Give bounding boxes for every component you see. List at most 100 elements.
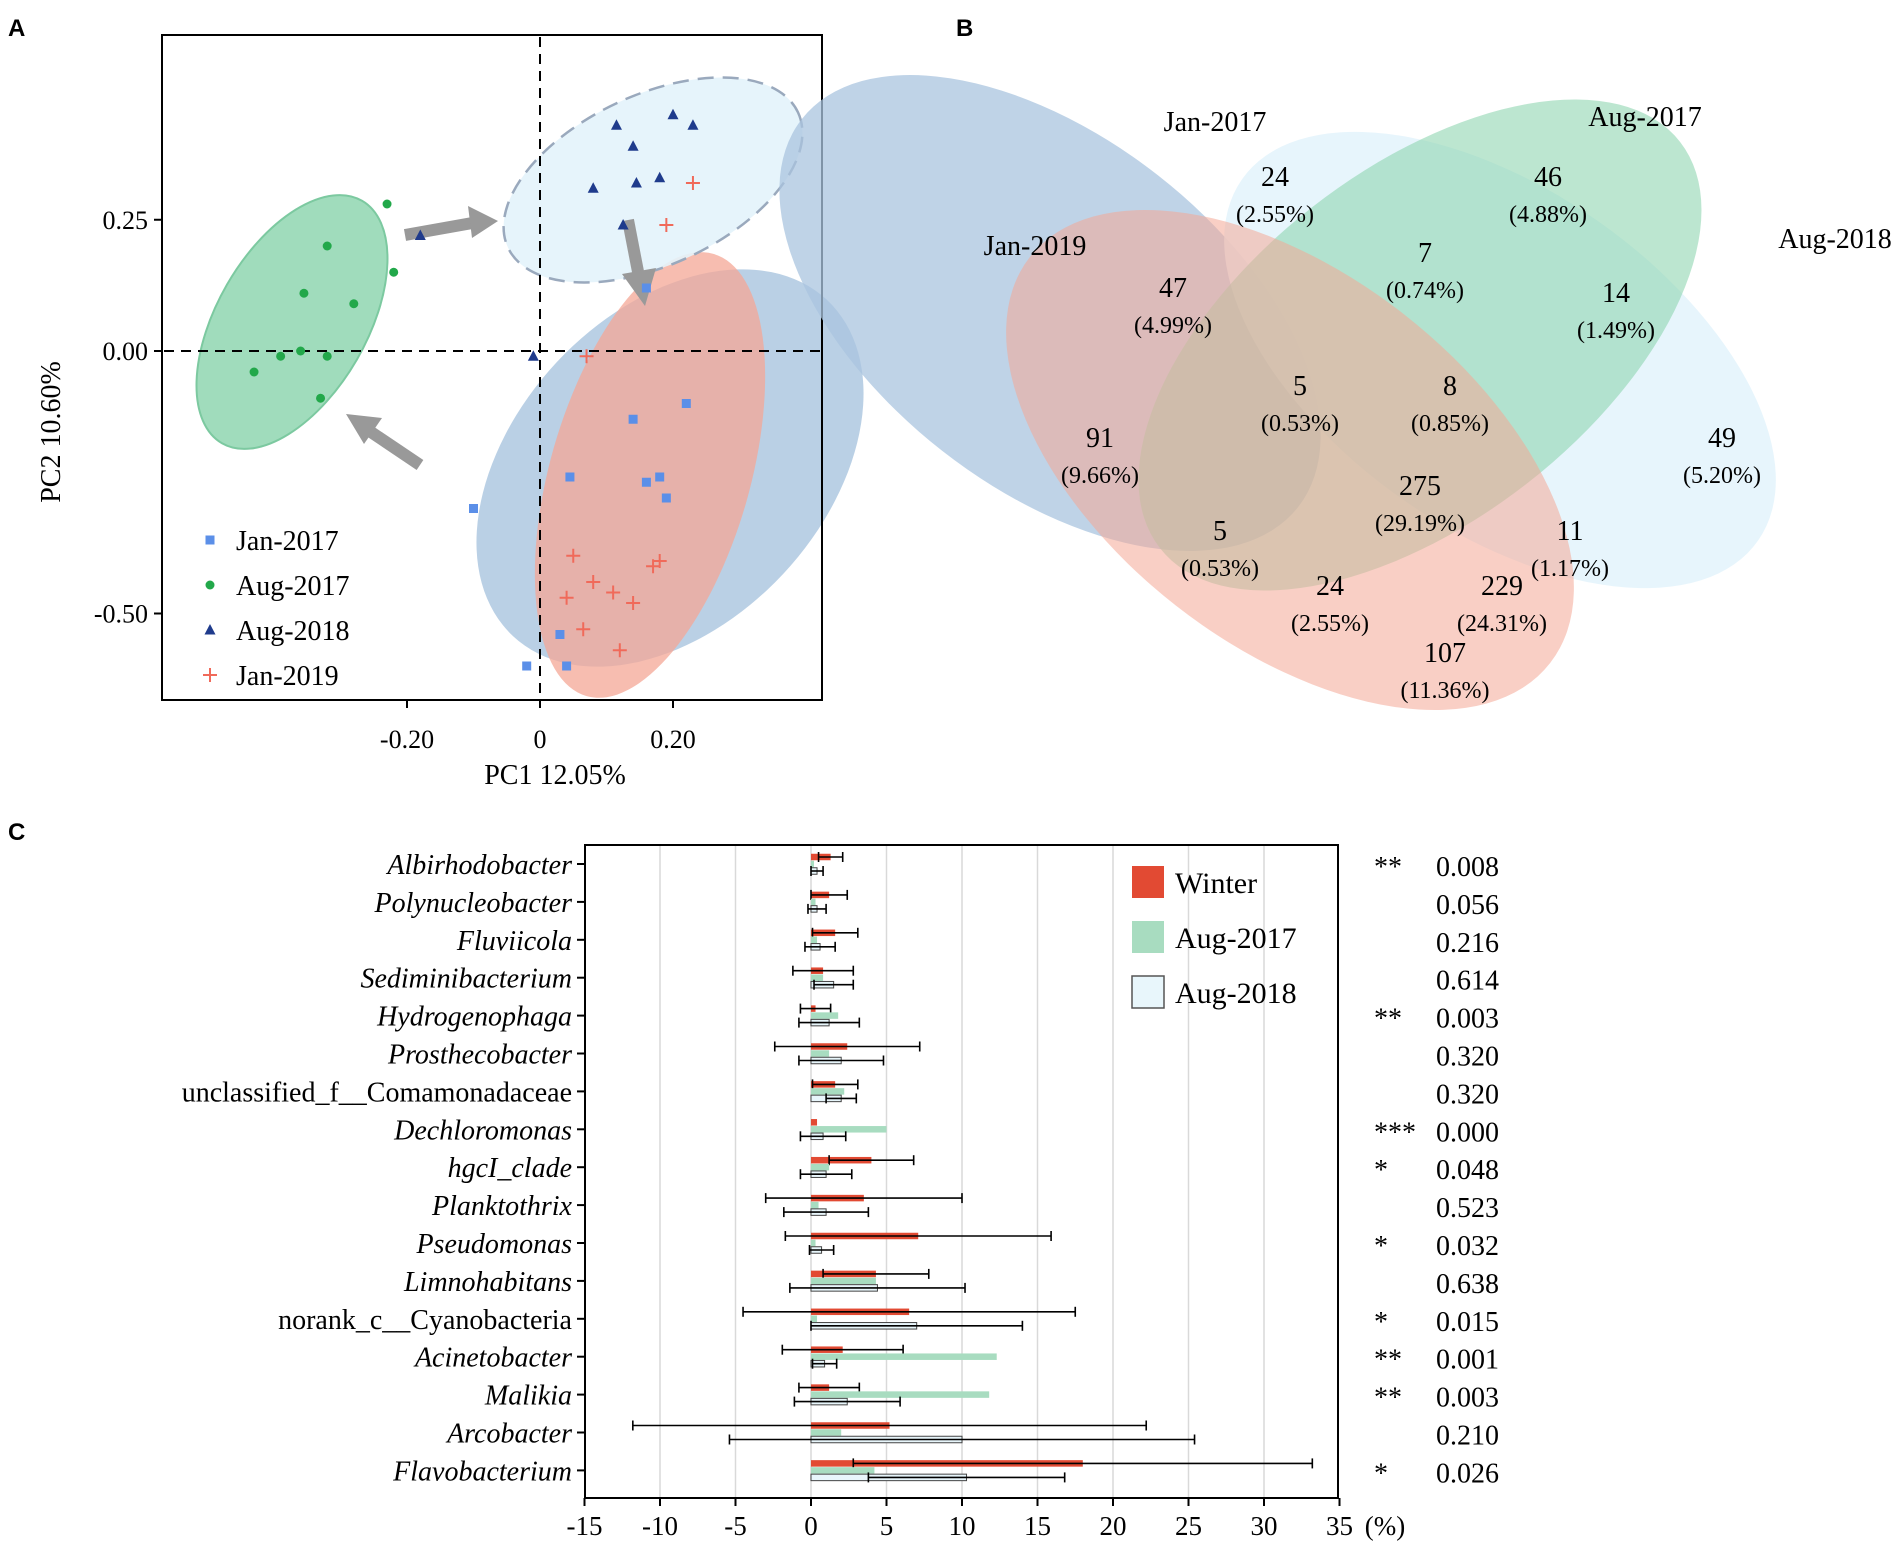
bar-legend-swatch-aug-2017 — [1132, 921, 1164, 953]
bar-aug-2017 — [811, 936, 818, 944]
pca-point-jan-2017 — [681, 399, 691, 408]
pca-point-jan-2017 — [522, 661, 532, 671]
bar-category-label: hgcI_clade — [448, 1153, 572, 1184]
venn-percent: (4.88%) — [1509, 202, 1587, 228]
arrow-aug2018-to-jan2019-head — [622, 268, 656, 306]
venn-regions: 24 (2.55%) 46 (4.88%) 7 (0.74%) 47 (4.99%) 14 (1.… — [1061, 162, 1761, 704]
venn-panel: Jan-2017 Aug-2017 Aug-2018 Jan-2019 24 (2… — [779, 75, 1892, 711]
venn-percent: (0.53%) — [1181, 556, 1259, 582]
pca-point-aug-2017 — [382, 199, 392, 209]
bar-aug-2017 — [811, 1315, 818, 1323]
pca-ellipses — [195, 76, 864, 698]
bar-aug-2017 — [811, 1277, 876, 1285]
bar-aug-2017 — [811, 1391, 990, 1398]
venn-percent: (0.53%) — [1261, 411, 1339, 437]
pca-point-jan-2017 — [641, 283, 651, 293]
pca-point-aug-2018 — [617, 219, 629, 230]
bar-legend: Winter Aug-2017 Aug-2018 — [1131, 866, 1297, 1010]
venn-percent: (24.31%) — [1457, 611, 1547, 637]
pca-point-aug-2017 — [299, 288, 309, 298]
pca-xtick-label: 0 — [534, 725, 547, 754]
pca-xtick-label: 0.20 — [650, 725, 696, 754]
pca-ytick-label: 0.25 — [103, 206, 149, 235]
p-value: 0.015 — [1436, 1307, 1499, 1338]
pca-legend-label-aug-2017: Aug-2017 — [236, 571, 350, 602]
venn-set-label-jan-2019: Jan-2019 — [984, 231, 1087, 262]
arrow-jan2019-to-aug2017-head — [346, 414, 382, 444]
pca-point-jan-2017 — [469, 504, 478, 513]
bar-xtick-label: 5 — [880, 1511, 894, 1541]
bar-xaxis-unit: (%) — [1365, 1511, 1405, 1541]
bar-category-label: Flavobacterium — [392, 1456, 572, 1487]
venn-percent: (5.20%) — [1683, 463, 1761, 489]
pca-point-jan-2019 — [626, 596, 641, 610]
venn-count: 24 — [1261, 162, 1289, 193]
significance-stars: ** — [1374, 1004, 1402, 1035]
pca-zero-lines — [164, 37, 820, 698]
significance-stars: *** — [1374, 1117, 1416, 1148]
bar-aug-2017 — [811, 1201, 819, 1209]
bar-category-label: unclassified_f__Comamonadaceae — [182, 1077, 572, 1108]
pca-point-aug-2017 — [389, 267, 399, 277]
p-value: 0.210 — [1436, 1421, 1499, 1452]
bar-category-label: Arcobacter — [445, 1419, 572, 1450]
pca-point-jan-2019 — [652, 554, 667, 568]
p-value: 0.032 — [1436, 1231, 1499, 1262]
p-value: 0.638 — [1436, 1269, 1499, 1300]
venn-count: 5 — [1213, 516, 1227, 547]
pca-legend-label-aug-2018: Aug-2018 — [236, 616, 350, 647]
pca-point-aug-2018 — [527, 350, 539, 361]
p-value: 0.056 — [1436, 890, 1499, 921]
pca-legend-marker-jan-2017 — [205, 535, 215, 545]
venn-percent: (0.85%) — [1411, 411, 1489, 437]
venn-count: 47 — [1159, 273, 1187, 304]
significance-stars: * — [1374, 1231, 1388, 1262]
bar-aug-2017 — [811, 1088, 845, 1095]
pca-point-aug-2017 — [322, 351, 332, 361]
bar-aug-2017 — [811, 1467, 875, 1474]
pca-point-aug-2018 — [630, 177, 642, 188]
bar-aug-2017 — [811, 1163, 830, 1171]
bar-category-label: Hydrogenophaga — [376, 1002, 572, 1033]
venn-count: 275 — [1399, 471, 1441, 502]
bar-legend-swatch-winter — [1132, 866, 1164, 898]
pca-point-jan-2017 — [661, 493, 671, 503]
pca-point-aug-2017 — [322, 241, 332, 251]
bar-category-label: Prosthecobacter — [387, 1040, 572, 1071]
significance-stars: * — [1374, 1155, 1388, 1186]
bar-aug-2017 — [811, 898, 816, 906]
venn-count: 107 — [1424, 638, 1466, 669]
p-value: 0.523 — [1436, 1193, 1499, 1224]
significance-stars: ** — [1374, 1345, 1402, 1376]
pca-point-jan-2019 — [612, 643, 627, 658]
bar-aug-2017 — [811, 1050, 830, 1057]
venn-set-label-aug-2018: Aug-2018 — [1778, 224, 1892, 255]
arrow-aug2017-to-aug2018-head — [468, 206, 498, 238]
bar-xtick-label: -15 — [567, 1511, 603, 1541]
bar-xtick-label: 20 — [1100, 1511, 1127, 1541]
venn-percent: (29.19%) — [1375, 511, 1465, 537]
p-value: 0.000 — [1436, 1117, 1499, 1148]
bar-category-label: Albirhodobacter — [385, 850, 572, 881]
pca-point-jan-2017 — [655, 472, 665, 482]
significance-stars: * — [1374, 1458, 1388, 1489]
bar-legend-label-aug-2018: Aug-2018 — [1175, 977, 1297, 1010]
venn-count: 24 — [1316, 571, 1344, 602]
bar-category-label: Dechloromonas — [393, 1115, 572, 1146]
pca-legend-marker-aug-2017 — [205, 580, 215, 590]
bar-xtick-label: -5 — [724, 1511, 747, 1541]
p-value: 0.614 — [1436, 966, 1499, 997]
pca-point-aug-2018 — [687, 119, 699, 130]
p-value: 0.216 — [1436, 928, 1499, 959]
bar-xtick-label: 25 — [1175, 1511, 1202, 1541]
venn-count: 14 — [1602, 278, 1630, 309]
pca-point-jan-2019 — [576, 622, 591, 637]
pca-point-jan-2019 — [659, 218, 674, 232]
pca-xtick-label: -0.20 — [380, 725, 434, 754]
pca-point-jan-2019 — [559, 590, 574, 605]
p-value: 0.001 — [1436, 1345, 1499, 1376]
p-value: 0.008 — [1436, 852, 1499, 883]
pca-point-aug-2017 — [276, 351, 286, 361]
